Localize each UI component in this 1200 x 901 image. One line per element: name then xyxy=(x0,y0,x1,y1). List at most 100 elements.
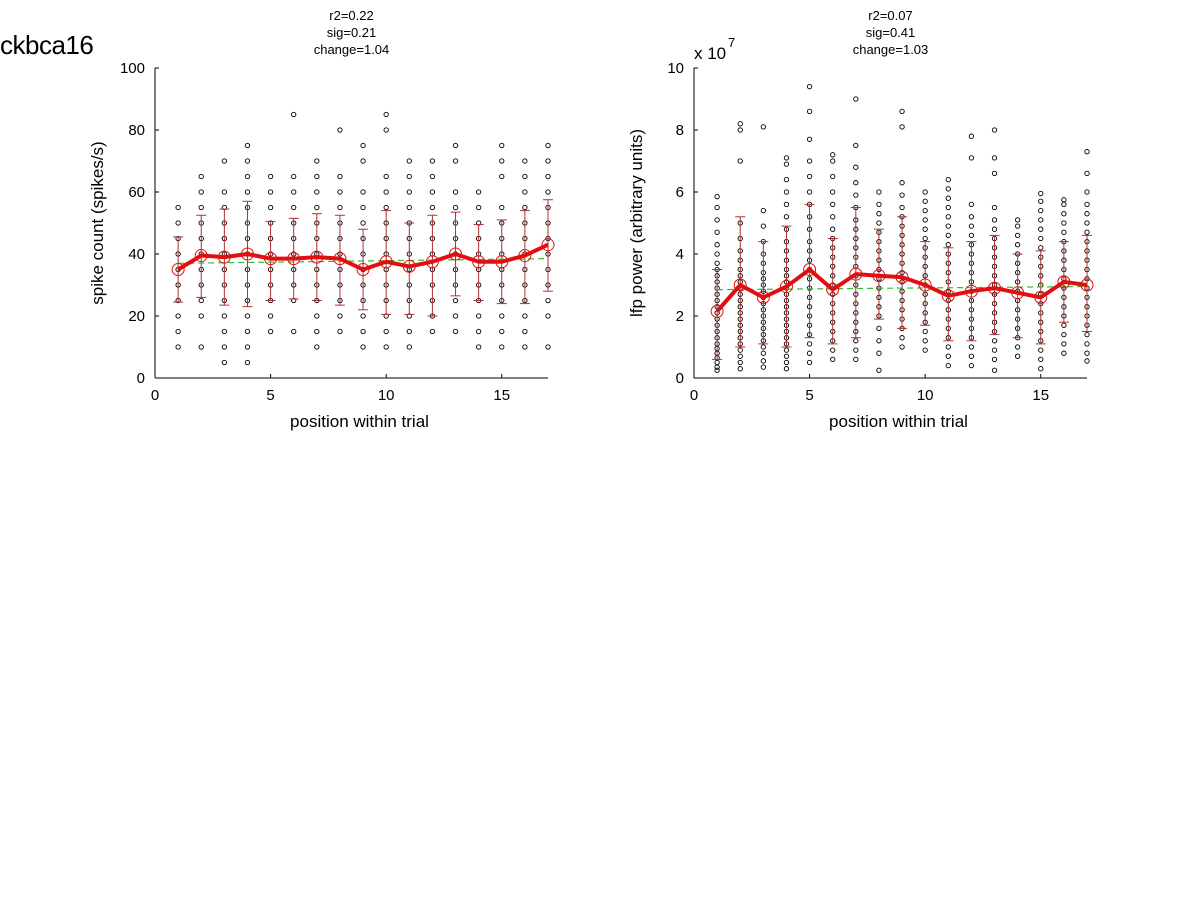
data-point xyxy=(360,204,366,211)
y-tick-label: 6 xyxy=(676,184,684,201)
x-axis-label: position within trial xyxy=(829,412,968,431)
data-point xyxy=(337,328,343,335)
data-point xyxy=(968,362,975,369)
data-point xyxy=(406,158,412,164)
regression-fit-line xyxy=(178,258,549,264)
data-point xyxy=(291,111,297,118)
y-tick-label: 8 xyxy=(676,122,684,139)
data-point xyxy=(714,242,720,248)
data-point xyxy=(945,223,951,229)
data-point xyxy=(806,158,813,164)
data-point xyxy=(806,189,813,195)
chart-title-line: sig=0.41 xyxy=(866,25,916,40)
data-point xyxy=(968,223,975,229)
data-point xyxy=(221,189,228,195)
data-point xyxy=(314,328,320,335)
x-tick-label: 15 xyxy=(1032,387,1049,404)
mean-marker xyxy=(171,263,185,276)
data-point xyxy=(198,173,204,180)
data-point xyxy=(267,313,274,319)
data-point xyxy=(314,189,320,195)
data-point xyxy=(1014,353,1021,359)
data-point xyxy=(991,226,998,232)
data-point xyxy=(198,344,204,350)
mean-marker xyxy=(472,255,486,269)
y-tick-label: 0 xyxy=(676,370,684,387)
data-point xyxy=(991,170,998,177)
mean-marker xyxy=(1057,275,1071,289)
mean-marker xyxy=(872,269,886,283)
data-point xyxy=(737,359,743,366)
data-point xyxy=(922,347,928,353)
data-point xyxy=(714,367,720,373)
chart-title-line: r2=0.07 xyxy=(868,8,912,23)
data-point xyxy=(475,313,482,319)
data-point xyxy=(383,189,389,195)
data-point xyxy=(1084,350,1090,356)
data-point xyxy=(198,297,204,304)
mean-marker xyxy=(495,255,509,269)
data-point xyxy=(499,142,505,149)
mean-marker xyxy=(756,290,770,304)
data-point xyxy=(899,124,905,130)
data-point xyxy=(452,328,459,335)
data-point xyxy=(360,328,366,335)
data-point xyxy=(760,207,767,214)
data-point xyxy=(522,158,528,164)
mean-marker xyxy=(803,263,817,276)
data-point xyxy=(1061,211,1067,217)
data-point xyxy=(737,347,743,353)
data-point xyxy=(1084,229,1090,235)
data-point xyxy=(429,204,436,211)
data-point xyxy=(1038,347,1044,353)
data-point xyxy=(783,161,790,167)
y-tick-label: 0 xyxy=(137,370,145,387)
data-point xyxy=(221,328,228,335)
data-point xyxy=(806,341,813,347)
data-point xyxy=(1061,220,1067,226)
data-point xyxy=(991,155,998,161)
mean-marker xyxy=(356,263,370,276)
data-point xyxy=(360,220,366,226)
data-point xyxy=(383,111,389,118)
data-point xyxy=(383,173,389,180)
mean-marker xyxy=(194,249,208,263)
data-point xyxy=(922,217,928,223)
data-point xyxy=(314,313,320,319)
data-point xyxy=(244,344,251,350)
data-point xyxy=(522,173,528,180)
x-tick-label: 10 xyxy=(378,387,395,404)
mean-marker xyxy=(826,283,840,297)
data-point xyxy=(499,313,505,319)
mean-marker xyxy=(1080,278,1094,292)
data-point xyxy=(806,173,813,180)
data-point xyxy=(806,108,813,115)
data-point xyxy=(714,364,720,370)
chart-title-line: change=1.03 xyxy=(853,42,929,57)
data-point xyxy=(1061,350,1067,356)
chart-panel-1: 0 5 10 15 0 20 40 60 80 100 position within trial s… xyxy=(88,8,555,431)
data-point xyxy=(1038,226,1044,232)
mean-marker xyxy=(779,280,793,294)
data-point xyxy=(1084,331,1090,338)
y-tick-label: 100 xyxy=(120,60,145,77)
data-point xyxy=(452,313,459,319)
data-point xyxy=(1038,366,1044,372)
data-point xyxy=(175,313,181,319)
data-point xyxy=(853,164,859,170)
data-point xyxy=(783,347,790,353)
data-point xyxy=(1061,331,1067,338)
data-point xyxy=(899,335,905,341)
data-point xyxy=(714,204,720,211)
data-point xyxy=(244,359,251,366)
x-tick-label: 5 xyxy=(805,387,813,404)
mean-marker xyxy=(1034,290,1048,304)
y-axis-label: spike count (spikes/s) xyxy=(88,141,107,304)
x-tick-label: 5 xyxy=(266,387,274,404)
x-tick-label: 0 xyxy=(151,387,159,404)
mean-markers xyxy=(710,263,1094,318)
data-point xyxy=(783,214,790,220)
data-point xyxy=(314,204,320,211)
data-point xyxy=(714,217,720,223)
